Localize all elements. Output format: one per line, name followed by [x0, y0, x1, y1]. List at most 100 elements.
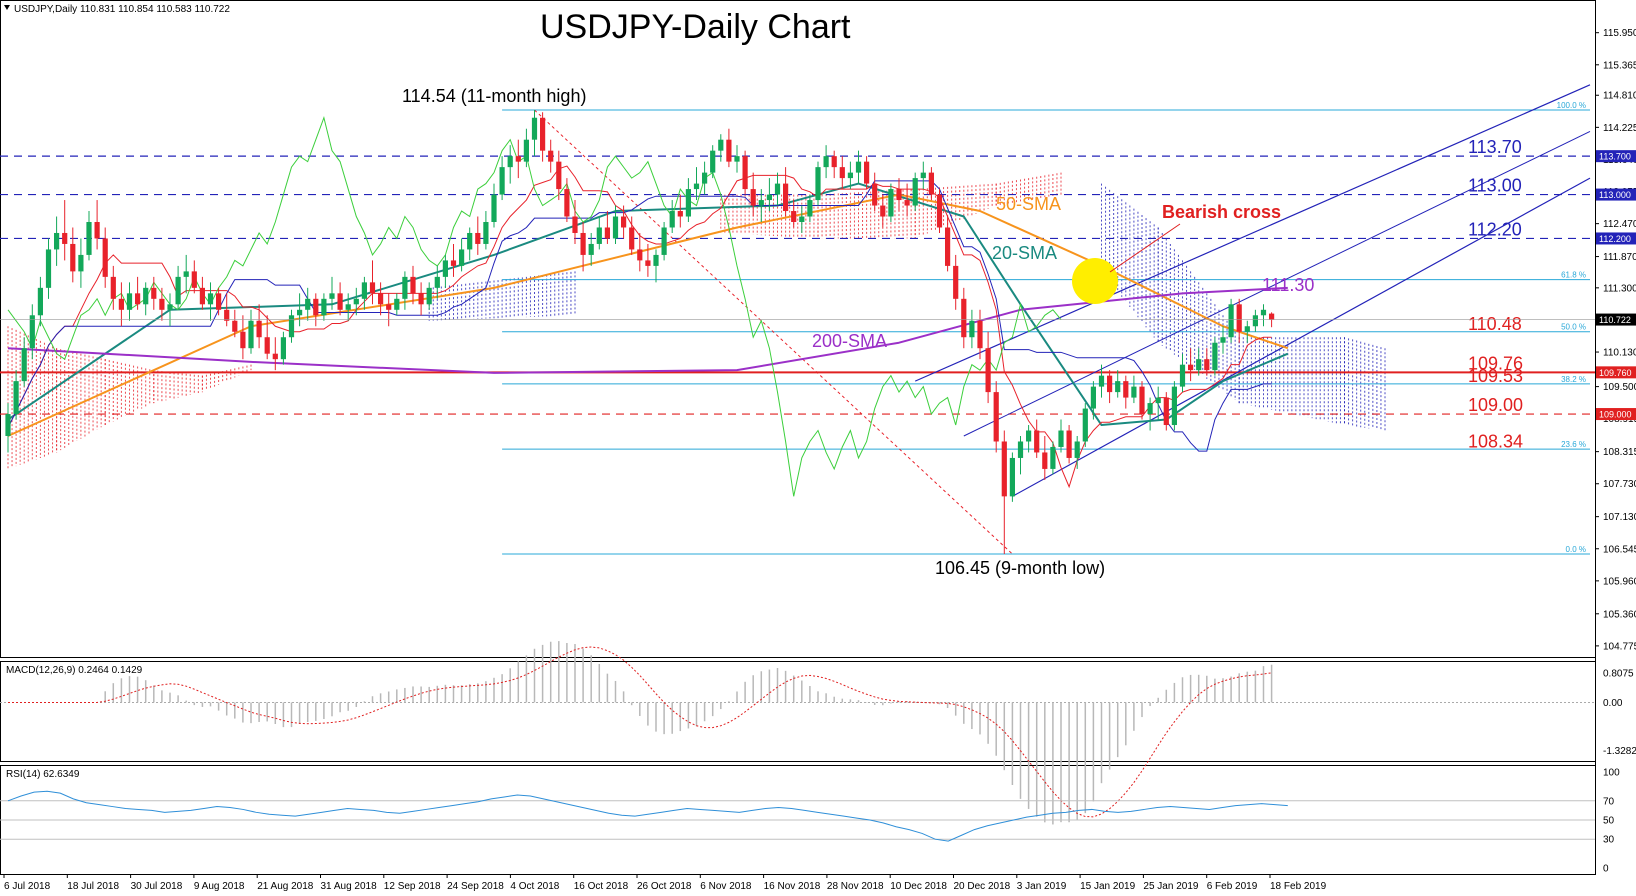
- time-tick-label: 16 Oct 2018: [574, 881, 629, 892]
- candle-body: [693, 183, 700, 190]
- candle-body: [183, 271, 189, 277]
- candle-body: [1244, 326, 1250, 332]
- candle-body: [45, 249, 52, 288]
- candle-body: [1026, 430, 1032, 442]
- candle-body: [718, 139, 724, 151]
- price-tag-label: 109.760: [1599, 368, 1632, 378]
- candle-body: [167, 304, 173, 310]
- candle-body: [467, 232, 473, 250]
- candle-body: [677, 211, 683, 217]
- rsi-tick-label: 50: [1603, 816, 1615, 827]
- candle-body: [280, 337, 286, 360]
- price-tag-box: [1596, 188, 1636, 201]
- candle-body: [94, 222, 100, 239]
- candle-body: [240, 331, 246, 349]
- bearish-cross-arrow: [1109, 223, 1181, 273]
- candle-body: [1009, 457, 1015, 497]
- candle-body: [118, 298, 124, 310]
- candle-body: [264, 337, 270, 354]
- candle-body: [969, 320, 975, 338]
- candle-body: [556, 161, 562, 190]
- price-tick-label: 111.870: [1603, 252, 1636, 263]
- fibonacci-levels: 100.0 % 61.8 % 50.0 % 38.2 % 23.6 % 0.0 %: [502, 101, 1590, 555]
- time-tick-label: 21 Aug 2018: [257, 881, 314, 892]
- candle-body: [985, 348, 991, 393]
- candle-body: [912, 178, 918, 206]
- price-tick-label: 110.130: [1603, 348, 1636, 359]
- candle-body: [21, 348, 27, 382]
- candle-body: [953, 265, 959, 299]
- candle-body: [750, 189, 756, 206]
- candle-body: [977, 320, 983, 349]
- time-tick-label: 15 Jan 2019: [1080, 881, 1135, 892]
- candle-body: [321, 298, 327, 316]
- candle-body: [191, 271, 197, 288]
- candle-body: [418, 293, 424, 305]
- candle-body: [151, 287, 157, 299]
- candle-body: [807, 200, 813, 217]
- price-tick-label: 109.500: [1603, 382, 1636, 393]
- candle-body: [961, 298, 967, 338]
- candle-body: [799, 216, 805, 222]
- candle-body: [1269, 313, 1275, 320]
- candle-body: [823, 156, 829, 168]
- candle-body: [1163, 397, 1169, 426]
- candle-body: [126, 293, 133, 310]
- price-tick-label: 105.960: [1603, 576, 1636, 587]
- candle-body: [726, 139, 732, 162]
- candle-body: [1050, 446, 1056, 469]
- price-tick-label: 108.315: [1603, 447, 1636, 458]
- time-tick-label: 25 Jan 2019: [1143, 881, 1198, 892]
- channel-upper-line: [914, 84, 1591, 382]
- candle-body: [523, 139, 529, 162]
- candle-body: [386, 304, 392, 310]
- candle-body: [661, 227, 667, 255]
- candle-body: [710, 150, 716, 173]
- candle-body: [612, 216, 619, 239]
- fib-level-label: 100.0 %: [1557, 101, 1586, 110]
- candle-body: [361, 282, 367, 299]
- time-tick-label: 6 Jul 2018: [4, 881, 51, 892]
- candle-body: [1131, 386, 1137, 398]
- candle-body: [305, 298, 311, 310]
- price-tick-label: 106.545: [1603, 544, 1636, 555]
- candle-body: [774, 183, 781, 195]
- candle-body: [791, 211, 797, 222]
- candle-body: [904, 200, 910, 206]
- candle-body: [531, 117, 538, 140]
- time-tick-label: 20 Dec 2018: [954, 881, 1011, 892]
- candle-body: [1066, 430, 1072, 458]
- price-tag-box: [1596, 232, 1636, 245]
- candle-body: [1212, 342, 1218, 371]
- time-tick-label: 18 Jul 2018: [67, 881, 119, 892]
- rsi-indicator: 100 70 50 30 0: [0, 768, 1620, 875]
- candle-body: [1220, 337, 1226, 343]
- candle-body: [1155, 397, 1161, 404]
- candle-body: [1260, 309, 1267, 316]
- candle-body: [70, 243, 76, 272]
- rsi-tick-label: 30: [1603, 835, 1615, 846]
- candle-body: [1252, 315, 1258, 327]
- candle-body: [499, 167, 505, 195]
- candle-body: [1228, 304, 1234, 338]
- symbol-info: USDJPY,Daily 110.831 110.854 110.583 110…: [14, 4, 230, 15]
- level-label: 109.53: [1468, 366, 1523, 386]
- candle-body: [758, 200, 764, 206]
- candle-body: [1147, 403, 1153, 415]
- fib-level-label: 0.0 %: [1566, 545, 1586, 554]
- time-tick-label: 30 Jul 2018: [131, 881, 183, 892]
- candle-body: [1171, 386, 1177, 426]
- sma-line: [7, 286, 1288, 374]
- time-tick-label: 16 Nov 2018: [764, 881, 821, 892]
- candle-body: [572, 216, 578, 233]
- candle-body: [402, 276, 408, 299]
- time-tick-label: 9 Aug 2018: [194, 881, 245, 892]
- candle-body: [1001, 441, 1007, 497]
- trend-channel: [914, 84, 1591, 497]
- candle-body: [337, 293, 343, 310]
- candle-body: [475, 232, 481, 244]
- sma20-label: 20-SMA: [992, 243, 1057, 263]
- candle-body: [548, 150, 554, 162]
- candle-body: [13, 381, 19, 415]
